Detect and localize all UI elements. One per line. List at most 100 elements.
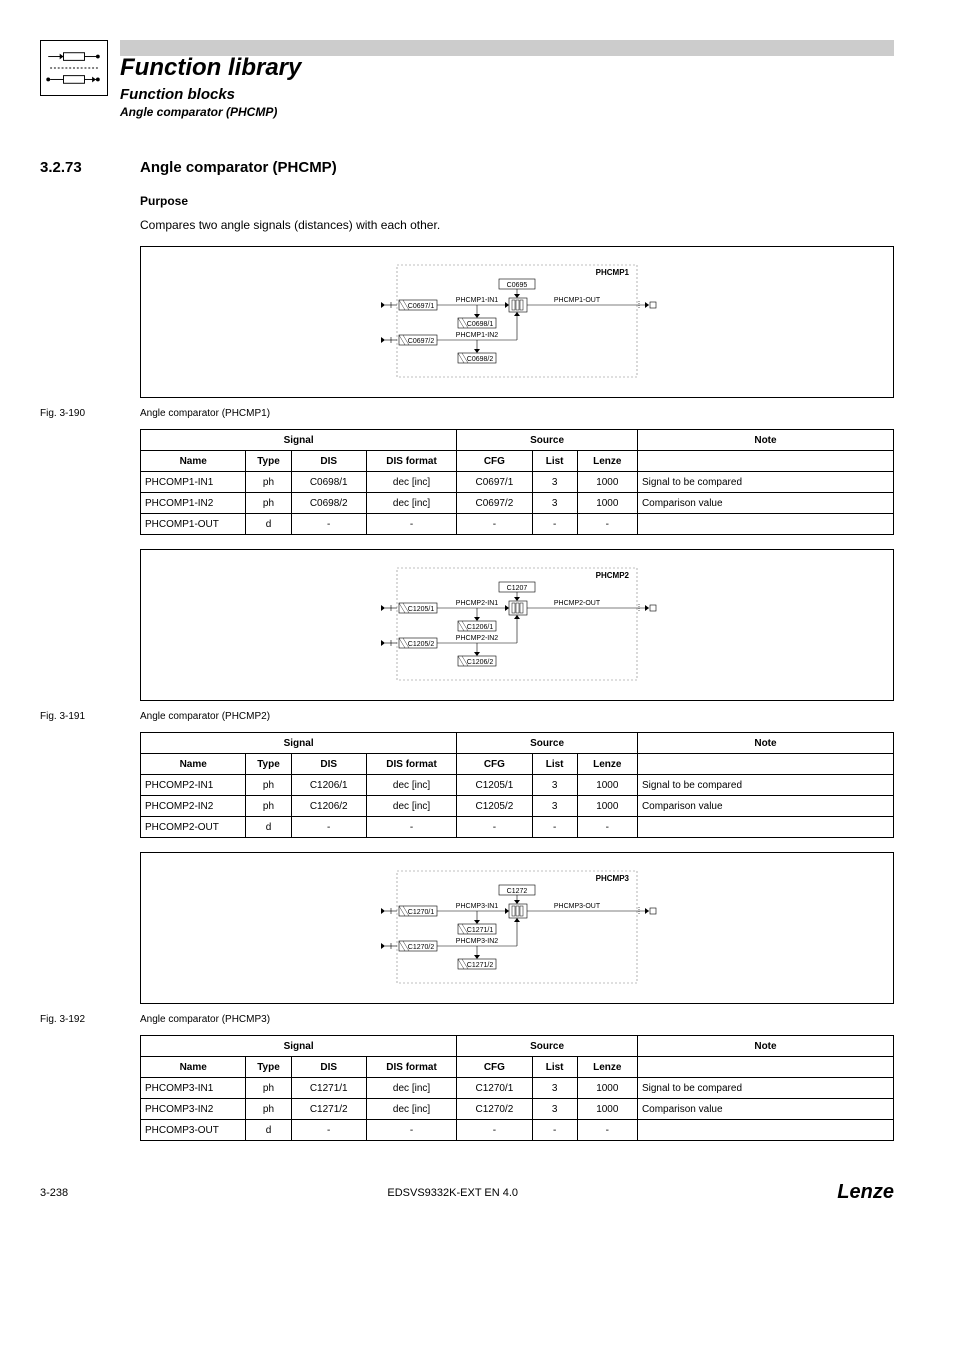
section-title: Angle comparator (PHCMP) — [140, 159, 337, 176]
table-cell: ph — [246, 1078, 291, 1099]
fig-text: Angle comparator (PHCMP3) — [140, 1014, 270, 1025]
th-dis: DIS — [291, 451, 366, 472]
svg-text:PHCMP1-IN2: PHCMP1-IN2 — [456, 332, 499, 339]
fig-text: Angle comparator (PHCMP1) — [140, 408, 270, 419]
figure-caption: Fig. 3-192 Angle comparator (PHCMP3) — [140, 1014, 894, 1025]
table-cell: - — [366, 817, 456, 838]
table-cell: - — [457, 1120, 532, 1141]
table-cell: - — [532, 514, 577, 535]
th-cfg: CFG — [457, 1057, 532, 1078]
svg-text:C1205/2: C1205/2 — [408, 641, 435, 648]
svg-text:PHCMP3: PHCMP3 — [596, 874, 630, 883]
fig-number: Fig. 3-191 — [40, 711, 100, 722]
table-cell: - — [532, 817, 577, 838]
table-cell — [637, 514, 893, 535]
svg-text:C0697/2: C0697/2 — [408, 338, 435, 345]
th-source: Source — [457, 1036, 638, 1057]
table-cell: ph — [246, 472, 291, 493]
fig-text: Angle comparator (PHCMP2) — [140, 711, 270, 722]
table-row: PHCOMP1-IN1phC0698/1dec [inc]C0697/13100… — [141, 472, 894, 493]
th-source: Source — [457, 733, 638, 754]
svg-text:C1270/1: C1270/1 — [408, 909, 435, 916]
figure-caption: Fig. 3-191 Angle comparator (PHCMP2) — [140, 711, 894, 722]
block-diagram: PHCMP1 C0695 C0697/1 — [357, 257, 677, 387]
th-type: Type — [246, 1057, 291, 1078]
th-name: Name — [141, 1057, 246, 1078]
svg-text:C1270/2: C1270/2 — [408, 944, 435, 951]
table-cell: C1270/1 — [457, 1078, 532, 1099]
table-cell: C1205/2 — [457, 796, 532, 817]
table-cell: - — [577, 1120, 637, 1141]
table-cell: ph — [246, 775, 291, 796]
table-row: PHCOMP1-OUTd----- — [141, 514, 894, 535]
svg-text:C0697/1: C0697/1 — [408, 303, 435, 310]
svg-text:PHCMP2-IN1: PHCMP2-IN1 — [456, 600, 499, 607]
th-type: Type — [246, 451, 291, 472]
table-cell: - — [457, 817, 532, 838]
table-cell: 3 — [532, 493, 577, 514]
section-heading: 3.2.73 Angle comparator (PHCMP) — [40, 159, 894, 176]
svg-text:PHCMP3-IN2: PHCMP3-IN2 — [456, 938, 499, 945]
th-list: List — [532, 1057, 577, 1078]
table-row: PHCOMP2-IN1phC1206/1dec [inc]C1205/13100… — [141, 775, 894, 796]
table-cell: - — [291, 1120, 366, 1141]
th-note: Note — [637, 430, 893, 451]
svg-text:C1271/2: C1271/2 — [467, 962, 494, 969]
th-lenze: Lenze — [577, 1057, 637, 1078]
purpose-text: Compares two angle signals (distances) w… — [140, 218, 894, 232]
th-note: Note — [637, 733, 893, 754]
th-note: Note — [637, 1036, 893, 1057]
figure-box: PHCMP2 C1207 C1205/1 — [140, 549, 894, 701]
table-cell: - — [577, 514, 637, 535]
table-cell: PHCOMP2-IN2 — [141, 796, 246, 817]
table-cell: C1206/2 — [291, 796, 366, 817]
table-cell: - — [532, 1120, 577, 1141]
table-cell: C0697/1 — [457, 472, 532, 493]
table-cell: C0698/2 — [291, 493, 366, 514]
table-cell: ph — [246, 1099, 291, 1120]
table-cell: PHCOMP2-OUT — [141, 817, 246, 838]
signal-table: Signal Source Note Name Type DIS DIS for… — [140, 1035, 894, 1141]
table-cell: d — [246, 514, 291, 535]
table-cell: C0698/1 — [291, 472, 366, 493]
svg-text:PHCMP1-OUT: PHCMP1-OUT — [554, 297, 601, 304]
table-cell: C1271/2 — [291, 1099, 366, 1120]
section-number: 3.2.73 — [40, 159, 100, 176]
th-list: List — [532, 451, 577, 472]
svg-text:C0698/2: C0698/2 — [467, 356, 494, 363]
table-cell: ph — [246, 493, 291, 514]
table-row: PHCOMP3-IN2phC1271/2dec [inc]C1270/23100… — [141, 1099, 894, 1120]
table-cell: 3 — [532, 775, 577, 796]
table-cell: Comparison value — [637, 1099, 893, 1120]
title-subsub: Angle comparator (PHCMP) — [120, 105, 894, 119]
table-cell: PHCOMP1-IN2 — [141, 493, 246, 514]
table-cell: Signal to be compared — [637, 775, 893, 796]
th-cfg: CFG — [457, 451, 532, 472]
table-cell: dec [inc] — [366, 1078, 456, 1099]
table-cell: PHCOMP1-OUT — [141, 514, 246, 535]
table-row: PHCOMP3-OUTd----- — [141, 1120, 894, 1141]
th-name: Name — [141, 451, 246, 472]
table-row: PHCOMP2-OUTd----- — [141, 817, 894, 838]
title-main: Function library — [120, 56, 894, 80]
table-cell: Signal to be compared — [637, 472, 893, 493]
block-diagram: PHCMP2 C1207 C1205/1 — [357, 560, 677, 690]
table-cell: 1000 — [577, 796, 637, 817]
svg-text:C1207: C1207 — [507, 585, 528, 592]
svg-text:C1205/1: C1205/1 — [408, 606, 435, 613]
footer-docid: EDSVS9332K-EXT EN 4.0 — [387, 1187, 518, 1199]
title-sub: Function blocks — [120, 86, 894, 103]
table-cell: - — [366, 514, 456, 535]
table-cell: ph — [246, 796, 291, 817]
fig-number: Fig. 3-192 — [40, 1014, 100, 1025]
table-cell — [637, 1120, 893, 1141]
th-signal: Signal — [141, 430, 457, 451]
figure-box: PHCMP1 C0695 C0697/1 — [140, 246, 894, 398]
th-disf: DIS format — [366, 1057, 456, 1078]
table-cell: - — [577, 817, 637, 838]
svg-text:PHCMP2-OUT: PHCMP2-OUT — [554, 600, 601, 607]
th-dis: DIS — [291, 754, 366, 775]
page-header: Function library Function blocks Angle c… — [40, 40, 894, 119]
table-cell: d — [246, 1120, 291, 1141]
svg-text:C0695: C0695 — [507, 282, 528, 289]
